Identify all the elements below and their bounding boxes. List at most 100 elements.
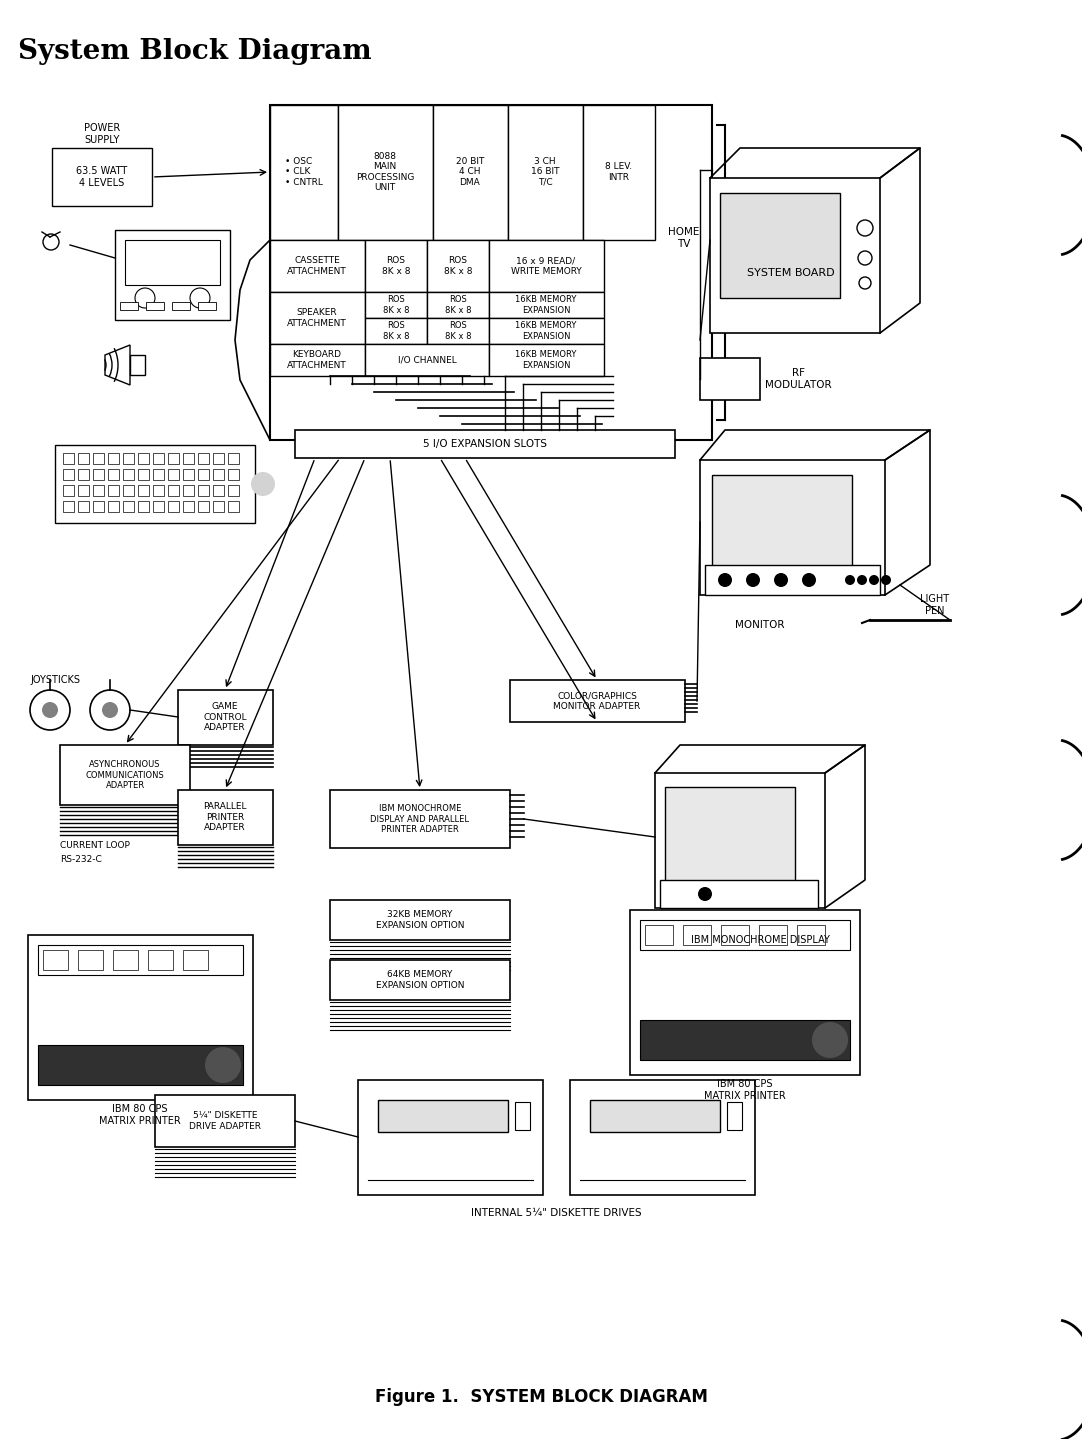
Circle shape (881, 576, 890, 586)
Bar (168, 501, 179, 512)
Bar (52, 148, 151, 206)
Bar (126, 240, 220, 285)
Bar (645, 925, 673, 945)
Bar (270, 240, 365, 292)
Bar (123, 501, 134, 512)
Bar (358, 1081, 543, 1194)
Bar (108, 485, 119, 496)
Text: CASSETTE
ATTACHMENT: CASSETTE ATTACHMENT (287, 256, 347, 276)
Bar (630, 909, 860, 1075)
Bar (168, 469, 179, 481)
Circle shape (845, 576, 855, 586)
Bar (510, 681, 685, 722)
Text: ASYNCHRONOUS
COMMUNICATIONS
ADAPTER: ASYNCHRONOUS COMMUNICATIONS ADAPTER (85, 760, 164, 790)
Text: LIGHT
PEN: LIGHT PEN (920, 594, 949, 616)
Bar (63, 453, 74, 463)
Text: 3 CH
16 BIT
T/C: 3 CH 16 BIT T/C (531, 157, 559, 187)
Bar (213, 453, 224, 463)
Bar (338, 105, 433, 240)
Bar (93, 501, 104, 512)
Bar (179, 689, 273, 745)
Bar (168, 485, 179, 496)
Bar (590, 1099, 720, 1132)
Bar (63, 485, 74, 496)
Bar (78, 485, 89, 496)
Text: IBM 80 CPS
MATRIX PRINTER: IBM 80 CPS MATRIX PRINTER (704, 1079, 786, 1101)
Bar (93, 485, 104, 496)
Circle shape (204, 1048, 241, 1084)
Bar (270, 292, 365, 344)
Bar (108, 453, 119, 463)
Text: • OSC
• CLK
• CNTRL: • OSC • CLK • CNTRL (285, 157, 322, 187)
Text: IBM MONOCHROME DISPLAY: IBM MONOCHROME DISPLAY (690, 935, 830, 945)
Bar (710, 178, 880, 332)
Circle shape (812, 1022, 848, 1058)
Bar (153, 501, 164, 512)
Text: JOYSTICKS: JOYSTICKS (30, 675, 80, 685)
Bar (138, 469, 149, 481)
Bar (78, 950, 103, 970)
Text: PARALLEL
PRINTER
ADAPTER: PARALLEL PRINTER ADAPTER (203, 802, 247, 832)
Text: System Block Diagram: System Block Diagram (18, 37, 371, 65)
Bar (365, 318, 427, 344)
Text: IBM 80 CPS
MATRIX PRINTER: IBM 80 CPS MATRIX PRINTER (100, 1104, 181, 1125)
Bar (198, 485, 209, 496)
Circle shape (251, 472, 275, 496)
Bar (123, 469, 134, 481)
Text: CURRENT LOOP: CURRENT LOOP (60, 840, 130, 849)
Bar (108, 501, 119, 512)
Bar (213, 501, 224, 512)
Text: 32KB MEMORY
EXPANSION OPTION: 32KB MEMORY EXPANSION OPTION (375, 911, 464, 930)
Bar (489, 292, 604, 318)
Text: SPEAKER
ATTACHMENT: SPEAKER ATTACHMENT (287, 308, 347, 328)
Bar (489, 318, 604, 344)
Bar (330, 899, 510, 940)
Bar (228, 469, 239, 481)
Bar (123, 485, 134, 496)
Bar (55, 445, 255, 522)
Bar (63, 469, 74, 481)
Text: 8 LEV.
INTR: 8 LEV. INTR (606, 163, 633, 181)
Bar (60, 745, 190, 804)
Bar (700, 358, 760, 400)
Bar (138, 485, 149, 496)
Bar (583, 105, 655, 240)
Bar (183, 453, 194, 463)
Bar (138, 453, 149, 463)
Bar (113, 950, 138, 970)
Circle shape (42, 702, 58, 718)
Bar (228, 501, 239, 512)
Bar (28, 935, 253, 1099)
Text: ROS
8K x 8: ROS 8K x 8 (383, 295, 409, 315)
Bar (378, 1099, 509, 1132)
Bar (427, 240, 489, 292)
Text: SYSTEM BOARD: SYSTEM BOARD (747, 268, 834, 278)
Bar (228, 485, 239, 496)
Bar (198, 453, 209, 463)
Bar (570, 1081, 755, 1194)
Text: KEYBOARD
ATTACHMENT: KEYBOARD ATTACHMENT (287, 350, 347, 370)
Bar (270, 344, 365, 376)
Text: 5 I/O EXPANSION SLOTS: 5 I/O EXPANSION SLOTS (423, 439, 547, 449)
Bar (183, 501, 194, 512)
Bar (148, 950, 173, 970)
Bar (123, 453, 134, 463)
Circle shape (102, 702, 118, 718)
Circle shape (774, 573, 788, 587)
Bar (153, 469, 164, 481)
Bar (639, 1020, 850, 1061)
Bar (433, 105, 509, 240)
Bar (213, 485, 224, 496)
Bar (168, 453, 179, 463)
Bar (115, 230, 230, 319)
Text: 63.5 WATT
4 LEVELS: 63.5 WATT 4 LEVELS (77, 165, 128, 189)
Text: INTERNAL 5¼" DISKETTE DRIVES: INTERNAL 5¼" DISKETTE DRIVES (471, 1207, 642, 1217)
Bar (213, 469, 224, 481)
Bar (153, 485, 164, 496)
Bar (365, 292, 427, 318)
Text: ROS
8K x 8: ROS 8K x 8 (445, 321, 472, 341)
Text: IBM MONOCHROME
DISPLAY AND PARALLEL
PRINTER ADAPTER: IBM MONOCHROME DISPLAY AND PARALLEL PRIN… (370, 804, 470, 833)
Bar (427, 292, 489, 318)
Text: ROS
8K x 8: ROS 8K x 8 (382, 256, 410, 276)
Bar (198, 302, 216, 309)
